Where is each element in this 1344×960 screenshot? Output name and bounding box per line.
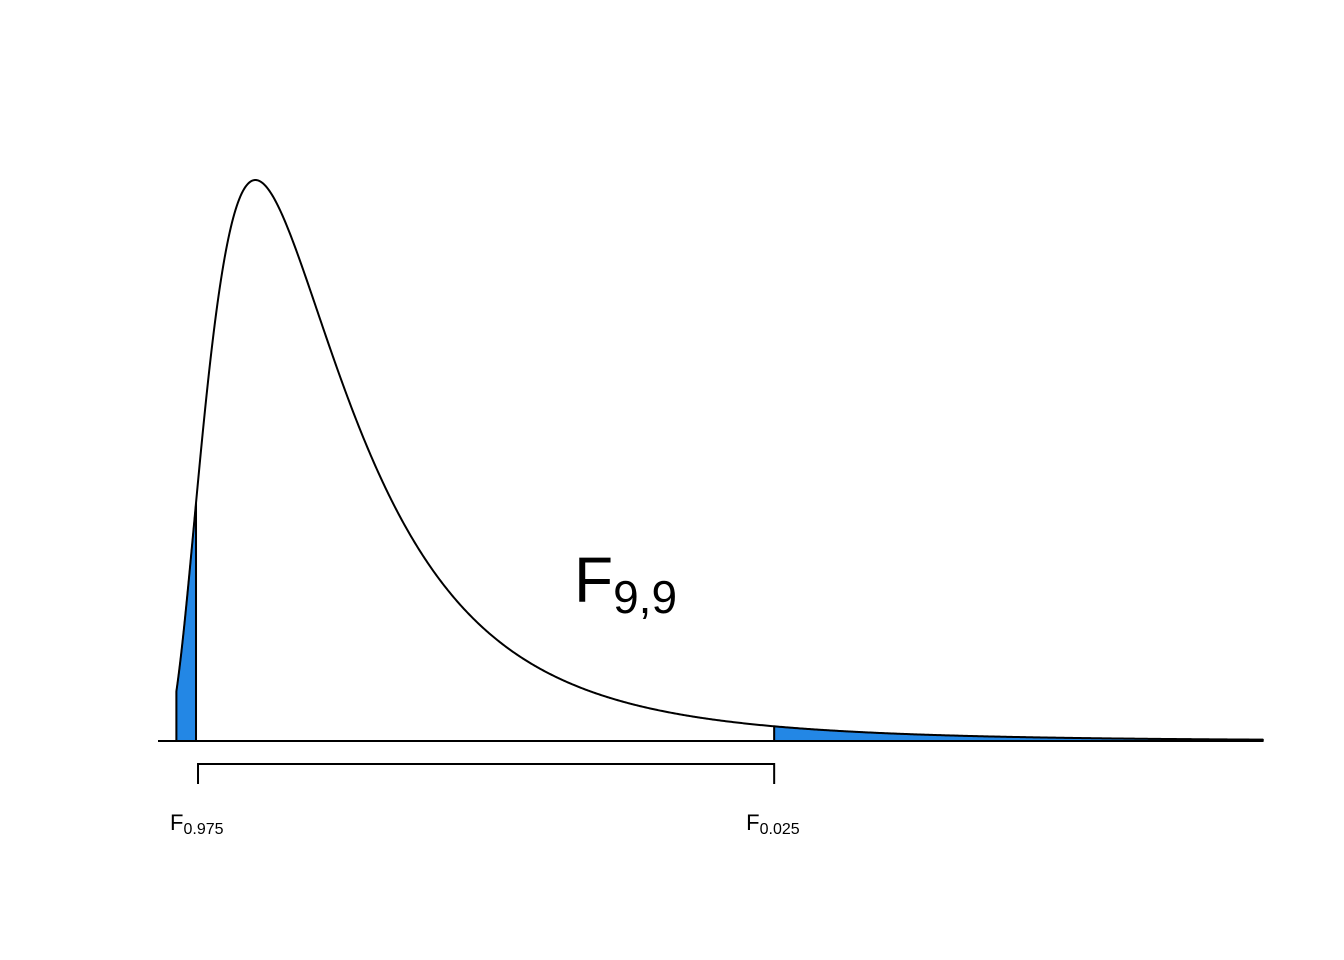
lower-critical-label: F0.975	[170, 810, 224, 838]
interval-bracket	[197, 763, 776, 784]
upper-critical-label-subscript: 0.025	[760, 821, 800, 838]
lower-critical-label-main: F	[170, 810, 183, 835]
upper-critical-label-main: F	[746, 810, 759, 835]
distribution-label-main: F	[574, 544, 613, 616]
distribution-label: F9,9	[574, 544, 677, 623]
upper-critical-label: F0.025	[746, 810, 800, 838]
lower-critical-label-subscript: 0.975	[183, 821, 223, 838]
distribution-label-subscript: 9,9	[613, 571, 677, 623]
density-curve	[175, 179, 1263, 741]
